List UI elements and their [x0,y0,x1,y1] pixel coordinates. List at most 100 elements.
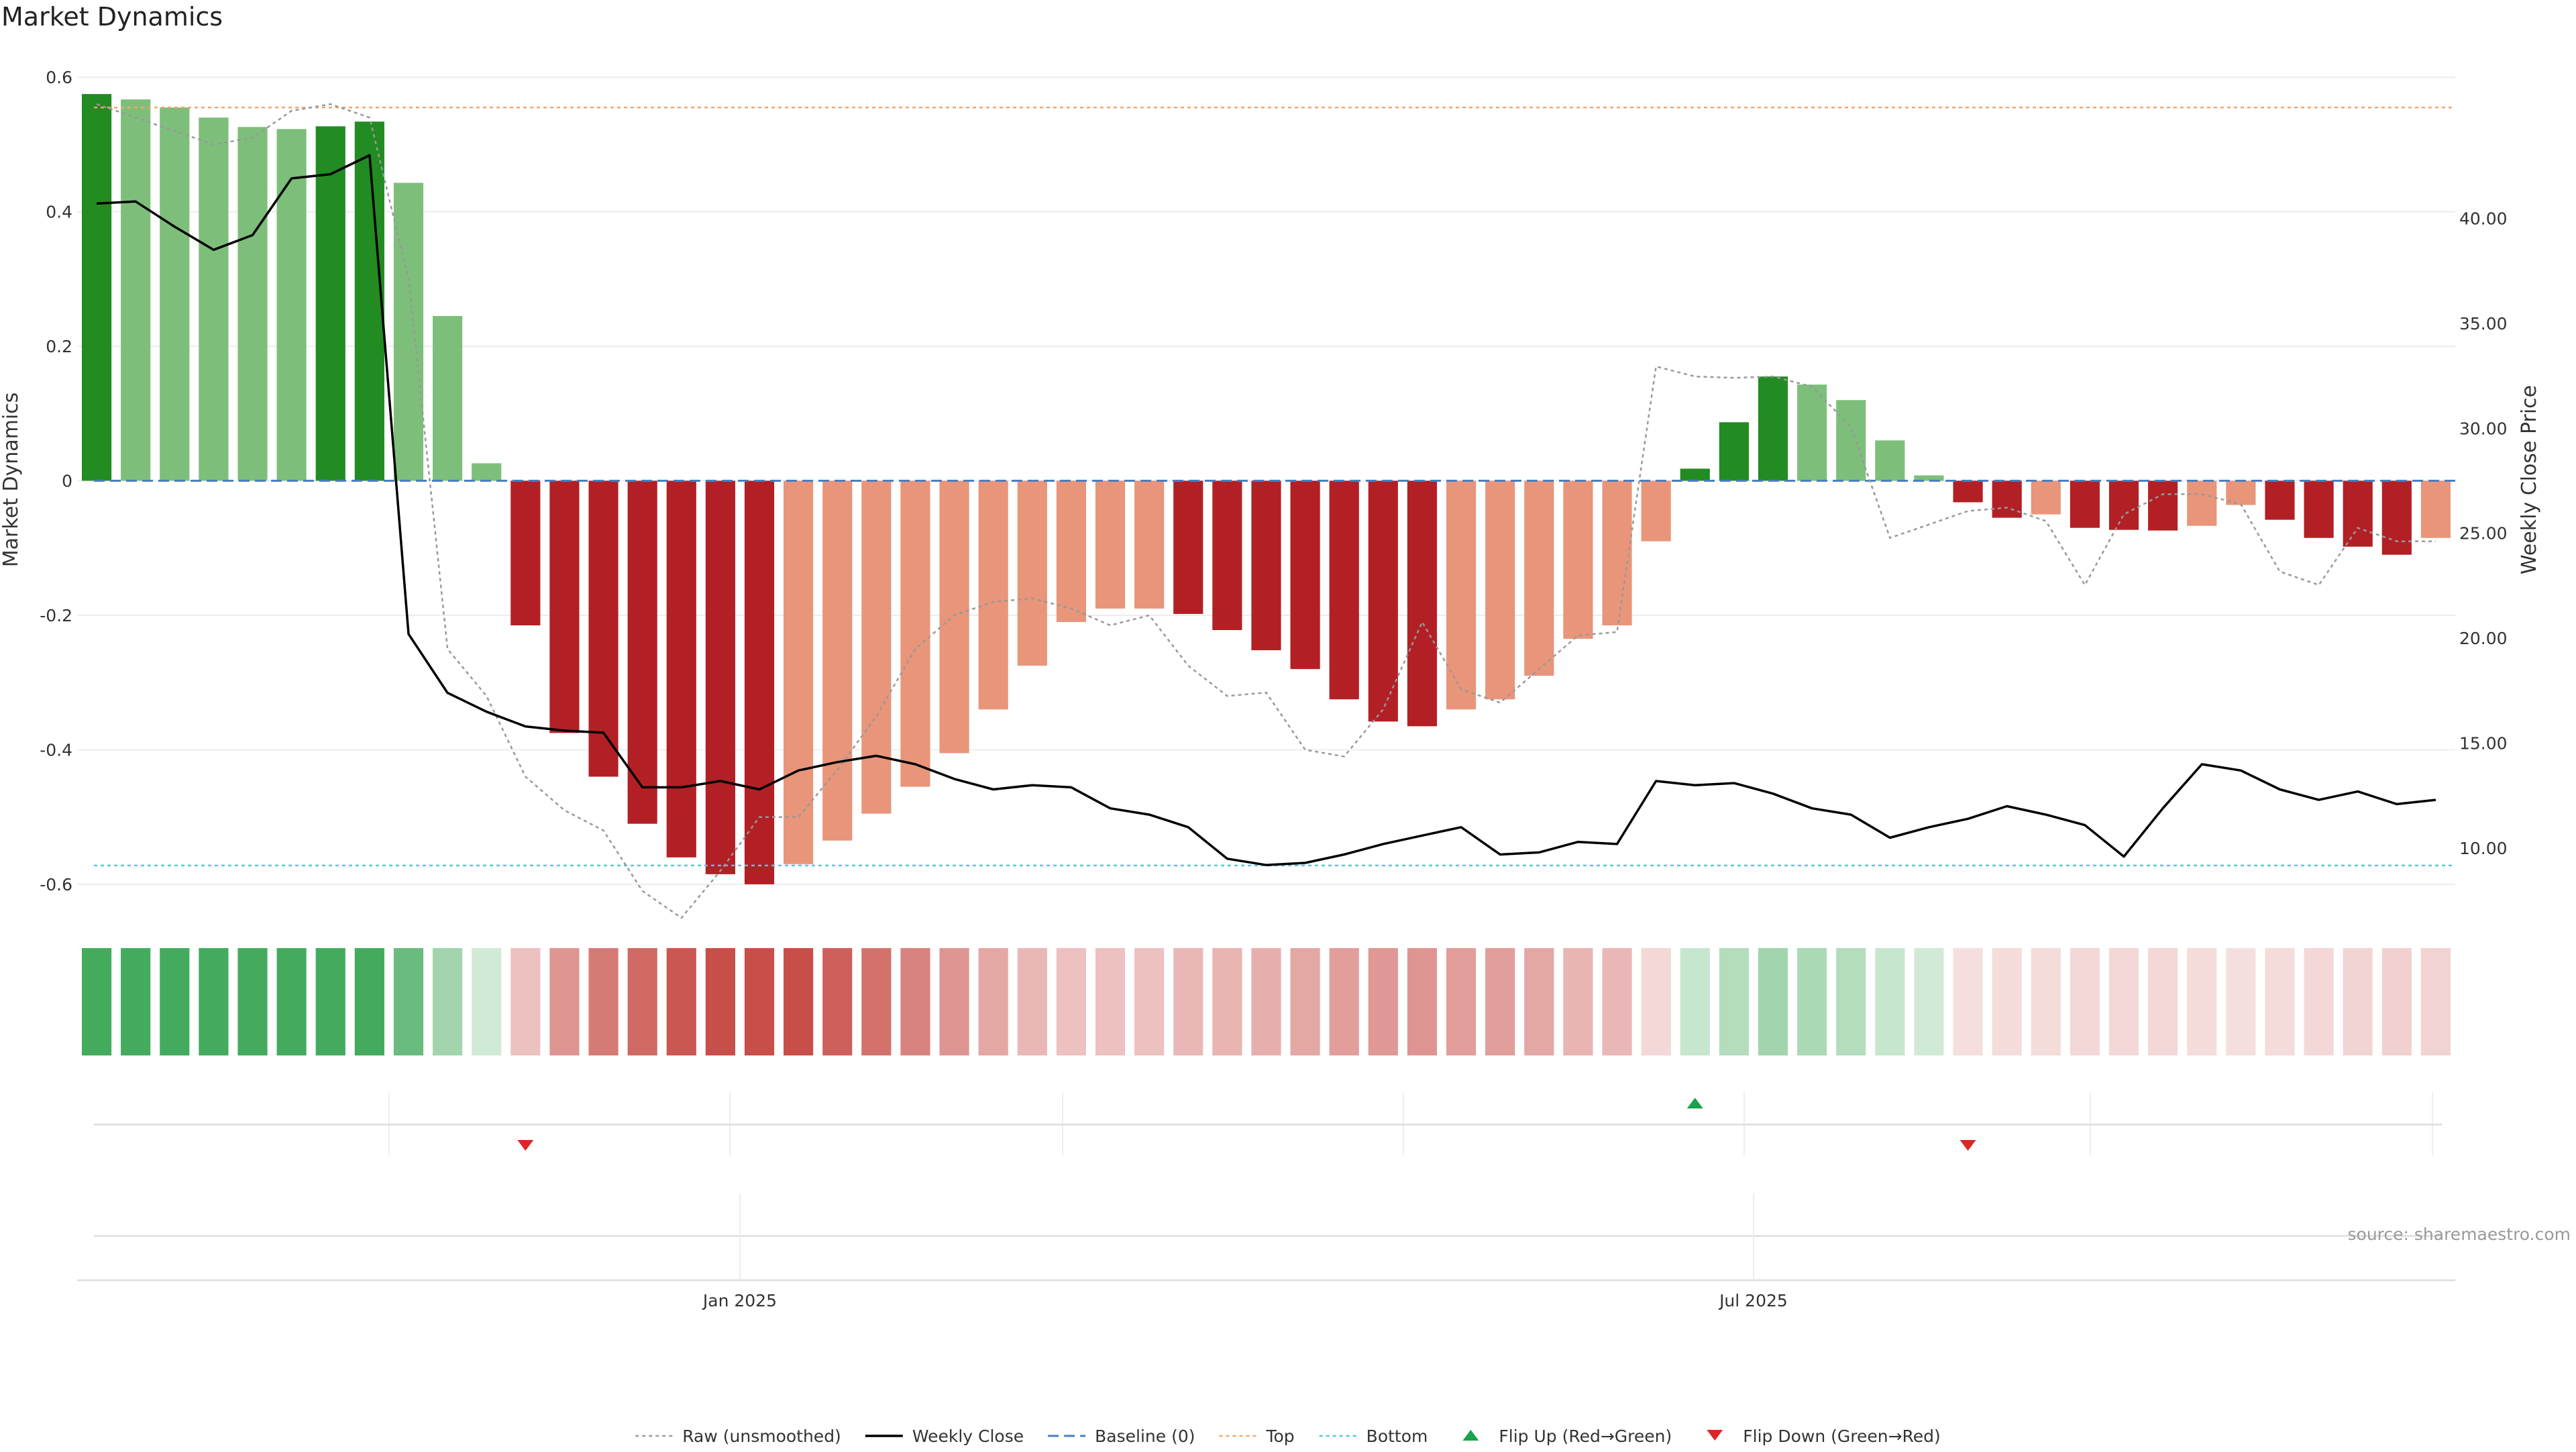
market-dynamics-bar [199,117,229,481]
market-dynamics-bar [2031,480,2061,515]
source-note: source: sharemaestro.com [2348,1225,2571,1244]
heat-strip-cell [1758,948,1788,1055]
y2-axis-title: Weekly Close Price [2518,385,2541,574]
market-dynamics-bar [978,480,1008,710]
y-tick-label: 0.6 [46,68,72,87]
heat-strip-cell [1641,948,1671,1055]
y-axis-left: 0.6 0.4 0.2 0 -0.2 -0.4 -0.6 [40,68,72,894]
heat-strip-cell [2148,948,2178,1055]
y2-tick-label: 25.00 [2459,524,2508,543]
heat-strip-cell [1992,948,2022,1055]
heat-strip-cell [1836,948,1866,1055]
weekly-close-line [97,154,2436,866]
heat-strip-cell [744,948,775,1055]
market-dynamics-bar [1524,480,1554,676]
heat-strip-cell [2304,948,2334,1055]
line-layer [96,103,2436,919]
legend-label: Raw (unsmoothed) [682,1427,841,1446]
market-dynamics-bar [2108,480,2139,530]
heat-strip-cell [1407,948,1438,1055]
market-dynamics-bar [1836,400,1866,481]
market-dynamics-bar [1017,480,1047,666]
heat-strip-cell [237,948,268,1055]
legend: Raw (unsmoothed) Weekly Close Baseline (0)… [635,1427,1941,1446]
market-dynamics-bar [1602,480,1632,626]
market-dynamics-bar [315,126,345,481]
heat-strip-cell [2070,948,2100,1055]
heat-strip-cell [1095,948,1126,1055]
x-axis: Jan 2025 Jul 2025 [77,1193,2455,1310]
y2-tick-label: 40.00 [2459,209,2508,228]
market-dynamics-bar [2148,480,2178,531]
heat-strip-cell [1134,948,1165,1055]
heat-strip-cell [2420,948,2451,1055]
heat-strip-cell [2187,948,2217,1055]
heat-strip-cell [1680,948,1710,1055]
heat-strip-cell [1017,948,1047,1055]
heat-strip-cell [2108,948,2139,1055]
market-dynamics-bar [433,315,463,481]
flip-down-marker [517,1140,534,1151]
market-dynamics-bar [354,121,384,481]
y2-tick-label: 30.00 [2459,419,2508,438]
y-tick-label: 0.4 [46,203,72,222]
market-dynamics-bar [939,480,969,754]
heat-strip-cell [511,948,541,1055]
heat-strip-cell [1290,948,1320,1055]
heat-strip-cell [433,948,463,1055]
heat-strip-cell [2343,948,2373,1055]
market-dynamics-bar [2187,480,2217,526]
y-tick-label: 0 [62,472,72,491]
y2-tick-label: 35.00 [2459,314,2508,333]
legend-swatch [1462,1430,1479,1441]
market-dynamics-bar [627,480,657,824]
legend-label: Flip Down (Green→Red) [1743,1427,1941,1446]
legend-label: Top [1265,1427,1294,1446]
market-dynamics-bar [1680,468,1710,481]
y-tick-label: -0.2 [40,606,72,625]
market-dynamics-bar [588,480,619,777]
heat-strip-cell [1953,948,1983,1055]
market-dynamics-bar [1329,480,1359,700]
y-tick-label: -0.4 [40,740,72,760]
legend-items: Raw (unsmoothed) Weekly Close Baseline (0)… [635,1427,1941,1446]
heat-strip-cell [588,948,619,1055]
market-dynamics-bar [1797,384,1827,481]
heat-strip-cell [1329,948,1359,1055]
market-dynamics-bar [1212,480,1242,631]
heat-strip-cell [393,948,424,1055]
heat-strip-cell [861,948,892,1055]
market-dynamics-bar [2420,480,2451,538]
heat-strip-cell [1368,948,1398,1055]
market-dynamics-bar [900,480,930,787]
market-dynamics-bar [511,480,541,626]
legend-label: Flip Up (Red→Green) [1499,1427,1672,1446]
heat-strip-cell [2265,948,2295,1055]
heat-strip-cell [354,948,384,1055]
heat-strip-cell [822,948,853,1055]
heat-strip-cell [900,948,930,1055]
heat-strip-cell [2226,948,2256,1055]
market-dynamics-bar [861,480,892,814]
flip-panel [94,1092,2442,1155]
market-dynamics-bar [1173,480,1203,614]
x-tick-label: Jul 2025 [1718,1291,1788,1310]
x-tick-label: Jan 2025 [702,1291,777,1310]
market-dynamics-bar [1563,480,1593,639]
market-dynamics-bar [2226,480,2256,505]
raw-unsmoothed-line [96,103,2436,919]
heat-strip-cell [1602,948,1632,1055]
bar-layer [81,94,2451,884]
market-dynamics-bar [666,480,696,858]
legend-label: Weekly Close [912,1427,1024,1446]
market-dynamics-bar [1914,475,1944,481]
market-dynamics-bar [81,94,112,481]
legend-swatch [1707,1430,1723,1441]
market-dynamics-bar [705,480,735,874]
heat-strip-cell [1446,948,1477,1055]
market-dynamics-bar [1446,480,1477,710]
market-dynamics-bar [393,183,424,481]
market-dynamics-bar [2265,480,2295,520]
